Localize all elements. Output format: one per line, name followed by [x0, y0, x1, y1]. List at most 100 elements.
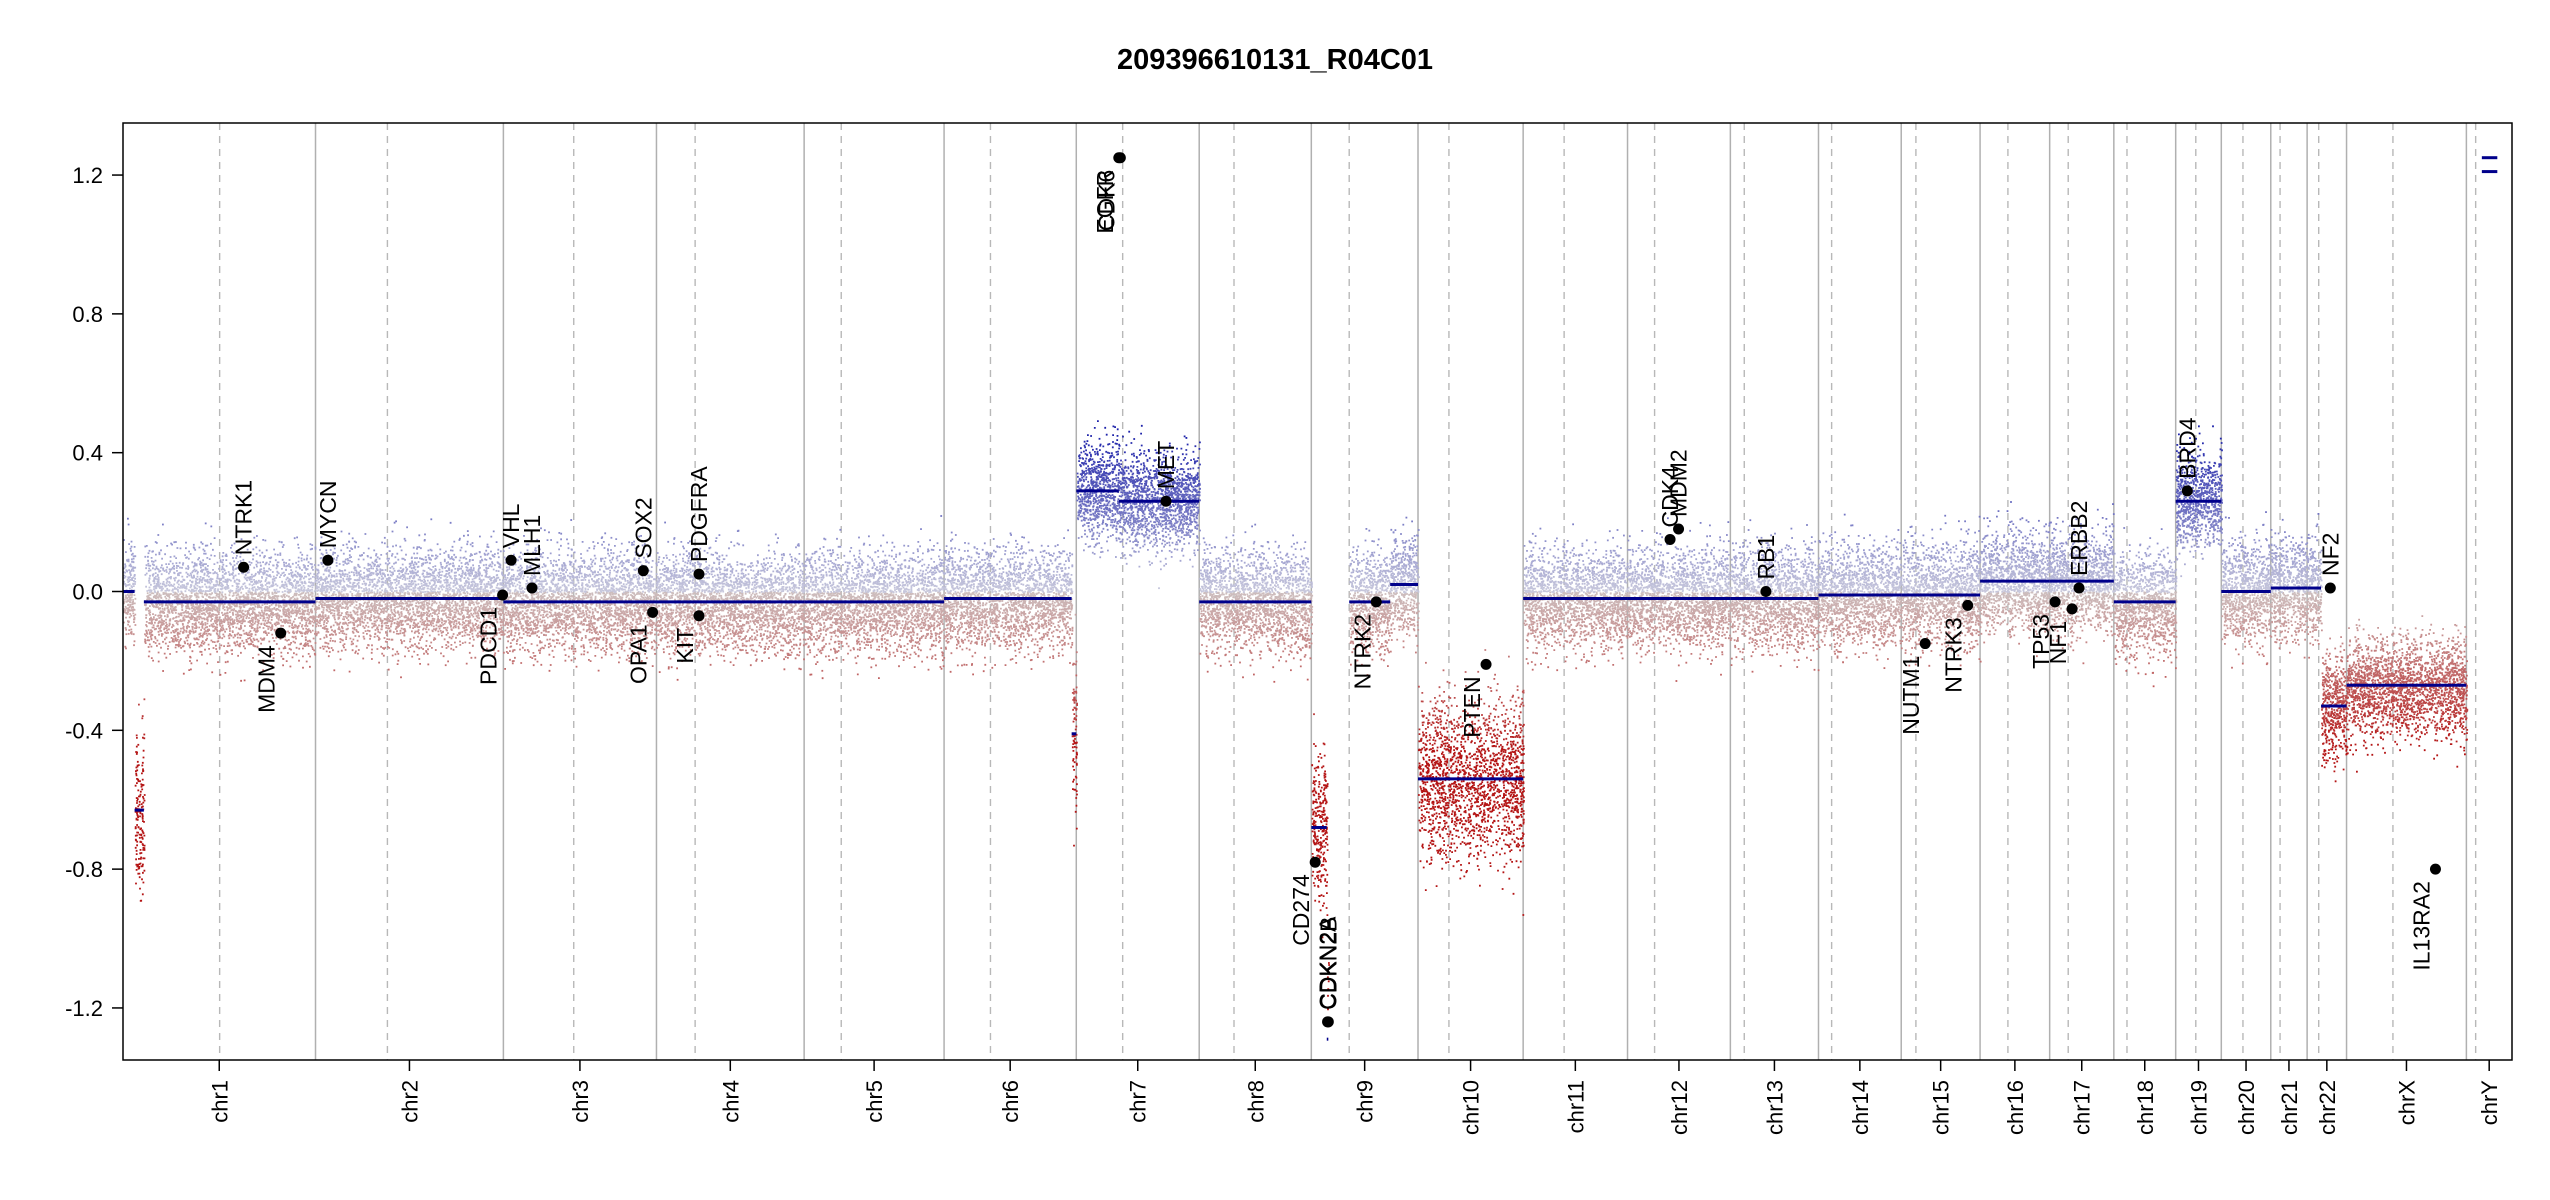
probe-points-chr21: [2274, 627, 2300, 630]
probe-points-chr20: [2222, 575, 2254, 578]
probe-points-chr10: [1448, 681, 1451, 684]
probe-points-chr6: [984, 644, 1051, 647]
probe-points-chr8: [1252, 542, 1255, 545]
probe-points-chr15: [1919, 569, 1977, 572]
probe-points-chr2: [330, 612, 504, 615]
probe-points-chr12: [1657, 550, 1693, 553]
probe-points-chr2: [397, 659, 400, 662]
probe-points-chr11: [1528, 626, 1627, 630]
probe-points-chr15: [1908, 635, 1956, 638]
probe-points-chr14: [1831, 627, 1887, 631]
probe-points-chr18: [2128, 662, 2150, 665]
probe-points-chr2: [393, 521, 452, 524]
probe-points-chr6: [949, 573, 1068, 576]
probe-points-chr7: [1093, 481, 1121, 484]
probe-points-chr5: [804, 638, 883, 641]
probe-points-chr3: [540, 527, 542, 530]
probe-points-chr2: [317, 615, 505, 619]
probe-points-chr7: [1091, 551, 1094, 554]
probe-points-chr2: [315, 600, 501, 603]
probe-points-chr6: [961, 664, 963, 667]
probe-points-chr2: [325, 549, 328, 552]
probe-points-chr16: [1984, 552, 2028, 555]
probe-points-chr16: [2010, 501, 2012, 503]
probe-points-chr11: [1531, 627, 1617, 631]
probe-points-chr22: [2315, 525, 2318, 528]
probe-points-chr4: [757, 554, 785, 557]
probe-points-chr9: [1399, 568, 1417, 571]
probe-points-chr9: [1405, 540, 1408, 543]
probe-points-chr16: [1991, 555, 2050, 557]
probe-points-chr15: [1944, 522, 1947, 525]
probe-points-chr8: [1280, 655, 1306, 658]
probe-points-chr18: [2144, 673, 2147, 676]
probe-points-chr1: [144, 639, 311, 643]
probe-points-chr1: [148, 596, 309, 600]
probe-points-chr8: [1205, 543, 1211, 546]
probe-points-chr2: [469, 555, 472, 557]
probe-points-chr15: [1954, 634, 1974, 637]
probe-points-chr1: [162, 670, 164, 672]
probe-points-chr16: [1990, 543, 2044, 546]
probe-points-chr7: [1112, 534, 1114, 536]
probe-points-chr6: [967, 542, 986, 545]
probe-points-chr6: [1074, 707, 1076, 710]
probe-points-chr2: [335, 583, 505, 587]
probe-points-chr12: [1637, 547, 1640, 549]
probe-points-chr12: [1668, 540, 1730, 543]
probe-points-chr7: [1081, 502, 1099, 505]
probe-points-chr1: [190, 662, 208, 665]
probe-points-chr20: [2238, 536, 2241, 539]
probe-points-chr22: [2314, 639, 2319, 642]
probe-points-chr1: [141, 715, 144, 717]
probe-points-chr20: [2268, 553, 2271, 556]
probe-points-chr7: [1167, 508, 1170, 511]
probe-points-chr8: [1215, 564, 1293, 567]
probe-points-chr4: [667, 577, 789, 580]
probe-points-chr11: [1537, 641, 1623, 644]
probe-points-chr9: [1394, 608, 1412, 612]
probe-points-chr7: [1127, 515, 1155, 517]
probe-points-chr14: [1847, 632, 1849, 634]
probe-points-chr16: [1995, 530, 2050, 534]
probe-points-chr7: [1123, 504, 1198, 507]
probe-points-chr4: [657, 560, 801, 564]
probe-points-chr1: [125, 596, 133, 599]
probe-points-chr9: [1354, 660, 1357, 663]
probe-points-chr9: [1349, 592, 1391, 596]
probe-points-chr14: [1836, 542, 1902, 544]
probe-points-chr11: [1618, 561, 1621, 564]
probe-points-chr6: [1075, 651, 1078, 654]
probe-points-chr1: [127, 623, 129, 626]
probe-points-chr11: [1581, 545, 1619, 548]
chart-title: 209396610131_R04C01: [1116, 44, 1434, 76]
probe-points-chr11: [1551, 562, 1629, 566]
probe-points-chr13: [1804, 543, 1807, 546]
probe-points-chr21: [2286, 566, 2292, 569]
probe-points-chr7: [1148, 560, 1151, 563]
probe-points-chr13: [1739, 650, 1798, 653]
probe-points-chr12: [1727, 521, 1730, 523]
probe-points-chr7: [1142, 545, 1154, 548]
probe-points-chr21: [2299, 626, 2309, 629]
probe-points-chr9: [1402, 546, 1405, 549]
probe-points-chr11: [1608, 564, 1611, 567]
probe-points-chr1: [124, 605, 134, 609]
probe-points-chr2: [439, 548, 442, 551]
probe-points-chr17: [2051, 582, 2116, 586]
probe-points-chr13: [1747, 529, 1750, 531]
probe-points-chr1: [252, 548, 255, 551]
probe-points-chr14: [1822, 555, 1893, 558]
probe-points-chr3: [517, 603, 654, 606]
probe-points-chr9: [1356, 550, 1358, 552]
probe-points-chr15: [1902, 585, 1982, 589]
probe-points-chr2: [326, 628, 500, 632]
probe-points-chr16: [2009, 528, 2012, 530]
probe-points-chr4: [667, 567, 710, 570]
probe-points-chr2: [315, 605, 504, 609]
probe-points-chr21: [2271, 558, 2306, 562]
probe-points-chr1: [146, 590, 316, 593]
probe-points-chr8: [1204, 618, 1304, 622]
probe-points-chr7: [1084, 446, 1114, 449]
probe-points-chr13: [1770, 635, 1804, 638]
